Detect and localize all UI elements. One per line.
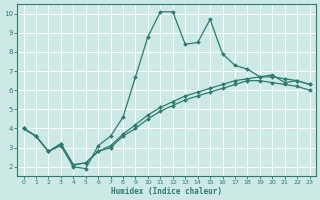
X-axis label: Humidex (Indice chaleur): Humidex (Indice chaleur) (111, 187, 222, 196)
